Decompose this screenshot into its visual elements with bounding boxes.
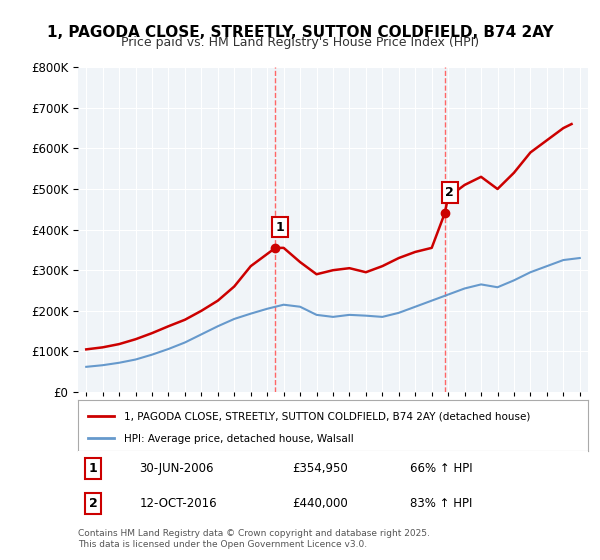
Text: 83% ↑ HPI: 83% ↑ HPI bbox=[409, 497, 472, 510]
Text: Price paid vs. HM Land Registry's House Price Index (HPI): Price paid vs. HM Land Registry's House … bbox=[121, 36, 479, 49]
Text: 66% ↑ HPI: 66% ↑ HPI bbox=[409, 462, 472, 475]
Text: 1: 1 bbox=[89, 462, 98, 475]
Text: 1, PAGODA CLOSE, STREETLY, SUTTON COLDFIELD, B74 2AY: 1, PAGODA CLOSE, STREETLY, SUTTON COLDFI… bbox=[47, 25, 553, 40]
Text: 1, PAGODA CLOSE, STREETLY, SUTTON COLDFIELD, B74 2AY (detached house): 1, PAGODA CLOSE, STREETLY, SUTTON COLDFI… bbox=[124, 412, 530, 422]
Text: £354,950: £354,950 bbox=[292, 462, 348, 475]
Text: £440,000: £440,000 bbox=[292, 497, 348, 510]
Text: 12-OCT-2016: 12-OCT-2016 bbox=[139, 497, 217, 510]
Text: Contains HM Land Registry data © Crown copyright and database right 2025.
This d: Contains HM Land Registry data © Crown c… bbox=[78, 529, 430, 549]
Text: HPI: Average price, detached house, Walsall: HPI: Average price, detached house, Wals… bbox=[124, 434, 353, 444]
Text: 2: 2 bbox=[445, 186, 454, 199]
Text: 2: 2 bbox=[89, 497, 98, 510]
Text: 1: 1 bbox=[276, 221, 285, 234]
Text: 30-JUN-2006: 30-JUN-2006 bbox=[139, 462, 214, 475]
